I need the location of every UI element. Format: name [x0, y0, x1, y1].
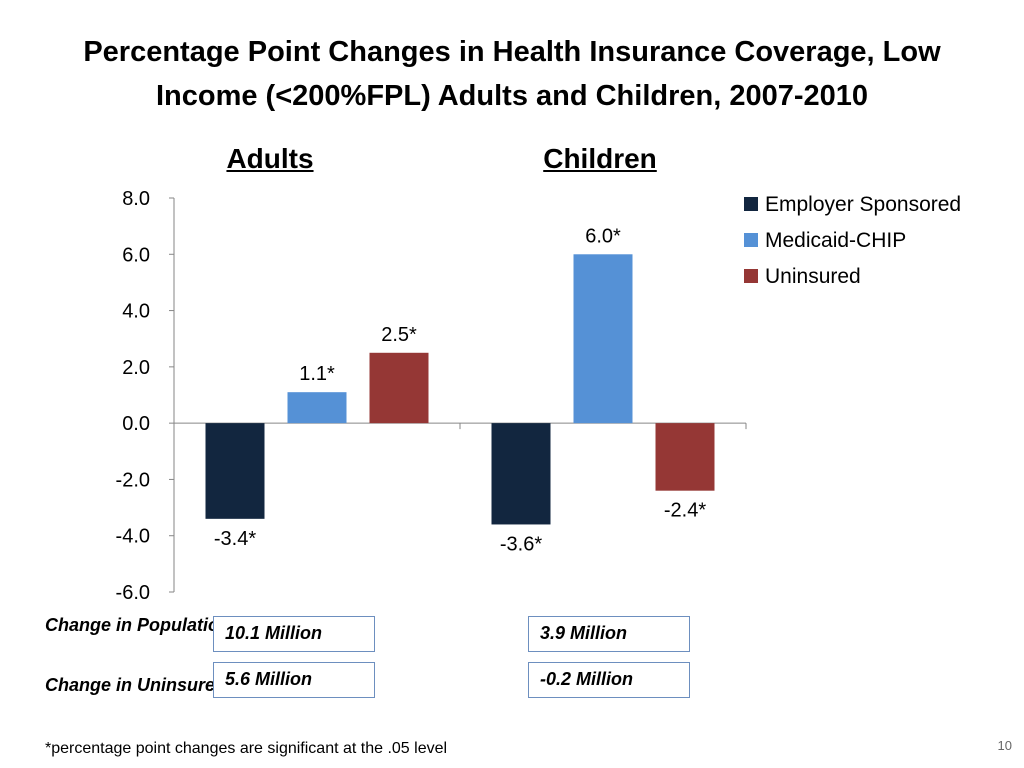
page-title: Percentage Point Changes in Health Insur…	[83, 36, 941, 112]
footnote: *percentage point changes are significan…	[45, 740, 448, 757]
row-label-change-in-population: Change in Population	[45, 615, 230, 635]
data-label: -3.6*	[500, 533, 542, 555]
bar	[369, 352, 429, 424]
bar	[205, 423, 265, 519]
uninsured-adults-value: 5.6 Million	[213, 662, 375, 698]
y-tick-label: 8.0	[122, 188, 150, 210]
y-tick-label: -2.0	[116, 469, 150, 491]
y-tick-label: 0.0	[122, 413, 150, 435]
y-tick-label: 4.0	[122, 301, 150, 323]
legend-label: Employer Sponsored	[765, 193, 961, 216]
legend-swatch	[744, 197, 758, 211]
population-adults-value: 10.1 Million	[213, 616, 375, 652]
data-label: -2.4*	[664, 500, 706, 522]
heading-adults: Adults	[226, 143, 314, 174]
data-label: 1.1*	[299, 363, 335, 385]
data-label: -3.4*	[214, 528, 256, 550]
bar	[573, 254, 633, 424]
slide-number: 10	[997, 738, 1012, 753]
y-tick-label: -6.0	[116, 582, 150, 604]
uninsured-children-value: -0.2 Million	[528, 662, 690, 698]
data-label: 6.0*	[585, 225, 621, 247]
bar	[287, 392, 347, 424]
y-tick-label: 6.0	[122, 244, 150, 266]
population-children-value: 3.9 Million	[528, 616, 690, 652]
bar-chart: 8.0 6.0 4.0 2.0 0.0 -2.0 -4.0 -6.0 -3.4* -3.6* 1.1…	[116, 188, 962, 604]
bar	[491, 423, 551, 525]
bar	[655, 423, 715, 491]
y-tick-label: 2.0	[122, 357, 150, 379]
y-tick-label: -4.0	[116, 526, 150, 548]
legend-swatch	[744, 269, 758, 283]
row-label-change-in-uninsured: Change in Uninsured	[45, 675, 227, 695]
legend-label: Uninsured	[765, 265, 861, 288]
legend-label: Medicaid-CHIP	[765, 229, 906, 252]
heading-children: Children	[543, 143, 657, 174]
legend-swatch	[744, 233, 758, 247]
data-label: 2.5*	[381, 324, 417, 346]
